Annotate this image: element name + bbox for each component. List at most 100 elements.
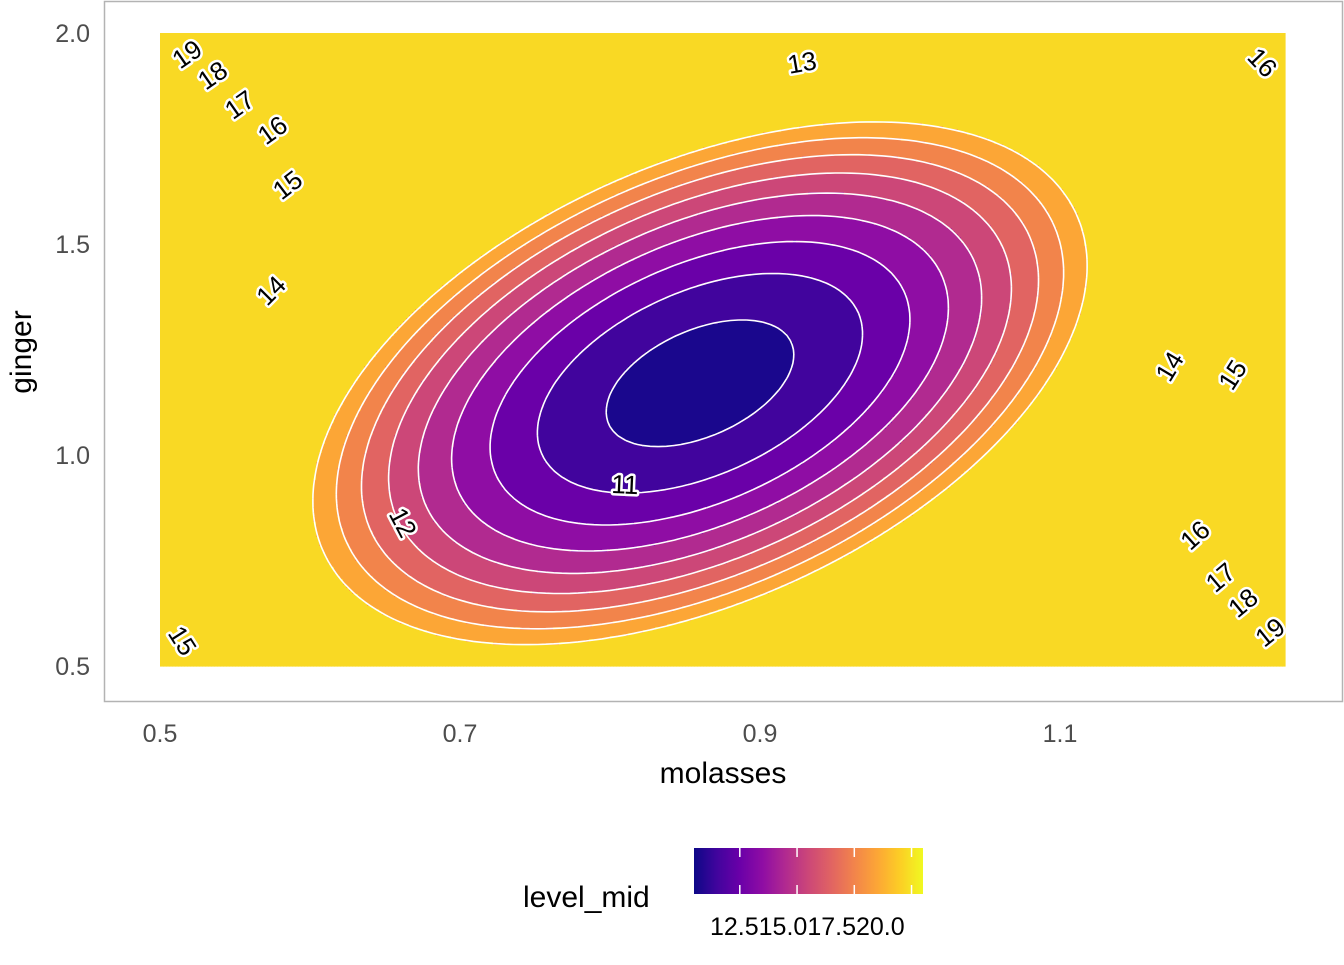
contour-fill-cell bbox=[436, 525, 440, 565]
contour-fill-cell bbox=[880, 429, 884, 460]
contour-fill-cell bbox=[811, 243, 815, 280]
contour-fill-cell bbox=[898, 411, 902, 445]
contour-fill-cell bbox=[709, 33, 713, 148]
contour-fill-cell bbox=[706, 585, 710, 601]
contour-fill-cell bbox=[769, 480, 773, 505]
contour-fill-cell bbox=[838, 174, 842, 193]
contour-fill-cell bbox=[832, 156, 836, 175]
contour-fill-cell bbox=[535, 222, 539, 238]
contour-fill-cell bbox=[799, 564, 803, 580]
contour-fill-cell bbox=[529, 258, 533, 277]
contour-fill-cell bbox=[568, 594, 572, 613]
contour-fill-cell bbox=[631, 363, 635, 445]
contour-fill-cell bbox=[856, 420, 860, 451]
contour-fill-cell bbox=[676, 204, 680, 223]
contour-fill-cell bbox=[349, 429, 353, 550]
contour-fill-cell bbox=[853, 33, 857, 124]
contour-fill-cell bbox=[727, 606, 731, 667]
contour-fill-cell bbox=[520, 306, 524, 334]
contour-fill-cell bbox=[568, 33, 572, 205]
contour-fill-cell bbox=[484, 255, 488, 271]
contour-fill-cell bbox=[958, 477, 962, 667]
contour-fill-cell bbox=[625, 606, 629, 622]
contour-fill-cell bbox=[724, 609, 728, 667]
contour-fill-cell bbox=[934, 264, 938, 361]
contour-fill-cell bbox=[637, 603, 641, 619]
contour-fill-cell bbox=[796, 243, 800, 277]
contour-fill-cell bbox=[838, 435, 842, 466]
contour-fill-cell bbox=[1006, 261, 1010, 322]
contour-fill-cell bbox=[988, 141, 992, 163]
contour-fill-cell bbox=[703, 177, 707, 196]
contour-fill-cell bbox=[685, 606, 689, 622]
contour-fill-cell bbox=[946, 195, 950, 229]
contour-fill-cell bbox=[568, 234, 572, 253]
contour-line-15 bbox=[417, 192, 983, 575]
contour-fill-cell bbox=[820, 192, 824, 217]
contour-fill-cell bbox=[1105, 33, 1109, 667]
contour-fill-cell bbox=[631, 549, 635, 571]
contour-fill-cell bbox=[646, 198, 650, 214]
contour-fill-cell bbox=[958, 201, 962, 238]
contour-fill-cell bbox=[832, 216, 836, 247]
contour-fill-cell bbox=[847, 33, 851, 124]
contour-fill-cell bbox=[487, 525, 491, 562]
contour-fill-cell bbox=[769, 132, 773, 148]
contour-fill-cell bbox=[859, 138, 863, 157]
contour-fill-cell bbox=[1030, 372, 1034, 403]
contour-fill-cell bbox=[631, 492, 635, 526]
contour-fill-cell bbox=[892, 276, 896, 376]
contour-fill-cell bbox=[952, 483, 956, 667]
contour-fill-cell bbox=[766, 243, 770, 274]
contour-fill-cell bbox=[562, 594, 566, 613]
contour-fill-cell bbox=[385, 615, 389, 667]
contour-fill-cell bbox=[814, 243, 818, 280]
contour-fill-cell bbox=[772, 273, 776, 328]
contour-fill-cell bbox=[727, 171, 731, 190]
contour-fill-cell bbox=[823, 552, 827, 568]
contour-fill-cell bbox=[724, 594, 728, 610]
contour-fill-cell bbox=[529, 240, 533, 259]
contour-fill-cell bbox=[1057, 363, 1061, 667]
contour-fill-cell bbox=[409, 315, 413, 340]
contour-fill-cell bbox=[874, 504, 878, 523]
contour-fill-cell bbox=[355, 33, 359, 382]
contour-fill-cell bbox=[691, 441, 695, 484]
contour-fill-cell bbox=[766, 579, 770, 595]
contour-fill-cell bbox=[397, 597, 401, 622]
contour-fill-cell bbox=[655, 165, 659, 181]
contour-fill-cell bbox=[544, 630, 548, 646]
contour-fill-cell bbox=[805, 276, 809, 427]
contour-fill-cell bbox=[826, 192, 830, 217]
contour-fill-cell bbox=[1156, 33, 1160, 667]
contour-fill-cell bbox=[490, 642, 494, 667]
contour-fill-cell bbox=[733, 468, 737, 499]
contour-fill-cell bbox=[1060, 33, 1064, 190]
contour-fill-cell bbox=[499, 645, 503, 667]
contour-fill-cell bbox=[667, 33, 671, 160]
contour-fill-cell bbox=[871, 123, 875, 139]
contour-fill-cell bbox=[574, 249, 578, 271]
contour-fill-cell bbox=[607, 399, 611, 424]
contour-fill-cell bbox=[721, 144, 725, 160]
contour-fill-cell bbox=[538, 612, 542, 631]
contour-fill-cell bbox=[925, 162, 929, 187]
contour-fill-cell bbox=[469, 642, 473, 667]
contour-fill-cell bbox=[619, 210, 623, 226]
contour-fill-cell bbox=[424, 33, 428, 304]
contour-fill-cell bbox=[862, 33, 866, 124]
contour-fill-cell bbox=[904, 501, 908, 520]
contour-fill-cell bbox=[694, 33, 698, 151]
contour-fill-cell bbox=[460, 498, 464, 547]
contour-fill-cell bbox=[469, 327, 473, 355]
contour-fill-cell bbox=[313, 33, 317, 481]
contour-fill-cell bbox=[706, 147, 710, 163]
contour-fill-cell bbox=[385, 342, 389, 367]
contour-fill-cell bbox=[841, 507, 845, 526]
contour-fill-cell bbox=[913, 207, 917, 244]
contour-fill-cell bbox=[814, 522, 818, 541]
contour-fill-cell bbox=[673, 540, 677, 562]
contour-fill-cell bbox=[640, 522, 644, 547]
contour-fill-cell bbox=[742, 153, 746, 169]
contour-fill-cell bbox=[583, 348, 587, 487]
